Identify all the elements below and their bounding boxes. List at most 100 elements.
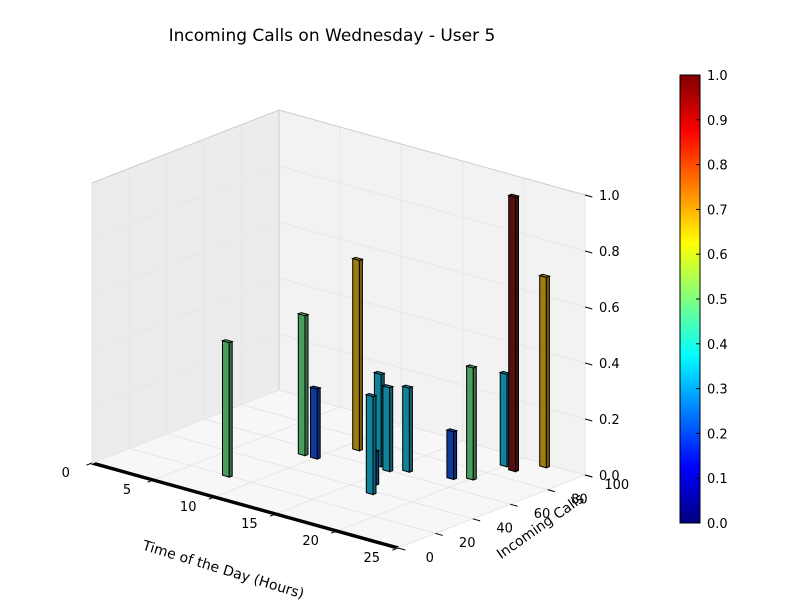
bar-side-face (304, 313, 309, 457)
colorbar-tick-label: 0.8 (707, 159, 728, 174)
z-tick-label: 0.4 (599, 357, 620, 372)
y-axis: 0 20 40 60 80 100 (397, 474, 629, 566)
bar-top-face (538, 273, 551, 278)
bar-9-54 (296, 312, 310, 457)
bar-front-face (297, 313, 306, 457)
floor-pane (92, 390, 585, 548)
bar-front-face (382, 385, 391, 473)
x-tick (86, 462, 93, 466)
bar-front-face (310, 386, 318, 460)
y-tick (547, 489, 556, 493)
colorbar-tick-label: 0.1 (707, 472, 728, 487)
colorbar-tick-label: 0.0 (707, 517, 728, 532)
y-tick (397, 547, 406, 551)
bars-layer (90, 193, 551, 549)
colorbar-tick-label: 0.6 (707, 248, 728, 263)
bar-20-72 (465, 364, 478, 481)
x-tick-label: 10 (180, 500, 197, 515)
y-tick-label: 80 (571, 492, 588, 507)
x-tick-label: 15 (241, 517, 258, 532)
x-tick-label: 20 (302, 534, 319, 549)
z-tick (584, 474, 593, 478)
z-tick-label: 0.2 (599, 413, 620, 428)
colorbar-tick-label: 1.0 (707, 69, 728, 84)
bar-side-face (545, 275, 550, 469)
bar-top-face (401, 384, 414, 389)
y-tick (510, 503, 518, 507)
x-axis-label: Time of the Day (Hours) (139, 538, 305, 600)
z-tick (584, 418, 593, 422)
zero-bars-strip (90, 462, 400, 549)
bar-top-face (445, 428, 459, 433)
y-tick-label: 60 (534, 507, 551, 522)
bar-side-face (316, 387, 321, 460)
z-tick (584, 250, 593, 254)
bar-side-face (372, 394, 377, 496)
z-tick (584, 194, 593, 198)
bar-front-face (365, 394, 374, 496)
colorbar-tick-label: 0.7 (707, 203, 728, 218)
x-tick-label: 0 (62, 466, 70, 481)
z-tick-label: 0.8 (599, 245, 620, 260)
bar-side-face (472, 366, 477, 481)
bar-side-face (408, 386, 413, 473)
bar-side-face (228, 340, 233, 478)
bar-front-face (499, 371, 508, 468)
y-tick (435, 532, 443, 536)
bar-top-face (220, 339, 234, 344)
x-tick-label: 5 (123, 483, 131, 498)
colorbar-tick-label: 0.9 (707, 114, 728, 129)
bar-front-face (508, 194, 516, 473)
y-tick (472, 518, 481, 522)
bar-front-face (402, 385, 410, 473)
bar-front-face (446, 429, 455, 481)
colorbar-tick-label: 0.4 (707, 338, 728, 353)
bar-10-54 (308, 385, 322, 460)
z-tick-label: 0.0 (599, 469, 620, 484)
bar-top-face (372, 370, 386, 376)
z-tick (584, 306, 593, 310)
bar-top-face (351, 256, 365, 261)
x-tick (392, 547, 399, 551)
x-tick (269, 513, 276, 517)
x-tick (147, 479, 154, 483)
colorbar-ticks: 0.0 0.1 0.2 0.3 0.4 0.5 0.6 0.7 0.8 0.9 1.0 (696, 69, 728, 532)
bar-side-face (358, 258, 363, 452)
bar-side-face (389, 385, 394, 473)
bar-front-face (466, 365, 474, 481)
y-tick-label: 20 (459, 536, 476, 551)
bar-15-60 (381, 384, 395, 473)
bar-top-face (364, 392, 378, 398)
bar-front-face (539, 274, 547, 469)
bar-19-68 (445, 428, 459, 481)
x-tick-label: 25 (364, 551, 381, 566)
z-tick-label: 0.6 (599, 301, 620, 316)
x-axis: 0 5 10 15 20 25 (62, 462, 399, 566)
y-tick-label: 100 (604, 478, 629, 493)
y-tick-label: 0 (426, 551, 434, 566)
bar-8-20 (220, 339, 234, 478)
z-axis: 0.0 0.2 0.4 0.6 0.8 1.0 (584, 189, 620, 484)
chart-title: Incoming Calls on Wednesday - User 5 (169, 26, 496, 46)
x-tick (208, 496, 215, 500)
bar-11-70 (351, 256, 365, 452)
bar-side-face (515, 195, 519, 473)
bar-16-64 (401, 384, 414, 473)
colorbar-tick-label: 0.5 (707, 293, 728, 308)
y-tick-label: 40 (496, 522, 513, 537)
colorbar-tick-label: 0.3 (707, 383, 728, 398)
bar-17-38 (364, 392, 378, 496)
x-tick (331, 530, 337, 534)
colorbar: 0.0 0.1 0.2 0.3 0.4 0.5 0.6 0.7 0.8 0.9 1.0 (679, 69, 728, 532)
z-tick-label: 1.0 (599, 189, 620, 204)
z-tick (584, 362, 593, 366)
bar-front-face (352, 257, 360, 452)
bar-front-face (222, 340, 230, 478)
bar-top-face (381, 384, 395, 389)
bar-top-face (308, 385, 322, 390)
bar-top-face (507, 193, 521, 198)
bar-top-face (296, 312, 310, 317)
bar-21-88 (507, 193, 521, 473)
colorbar-tick-label: 0.2 (707, 427, 728, 442)
